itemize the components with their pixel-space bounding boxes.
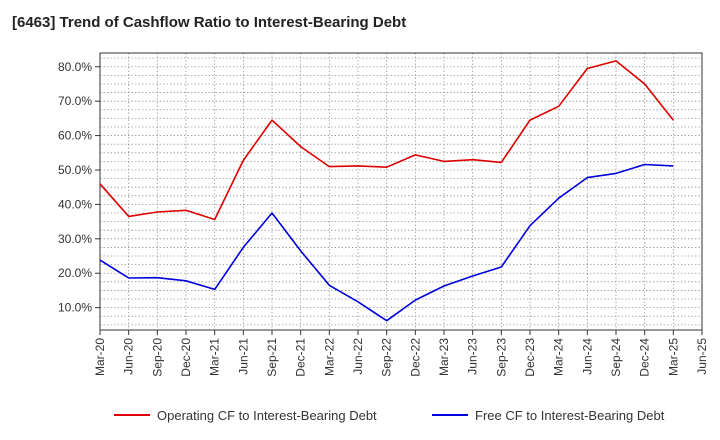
y-tick-label: 60.0% [58,129,92,143]
y-tick-label: 80.0% [58,60,92,74]
series-line-1 [99,60,674,221]
x-tick-label: Dec-24 [638,338,652,377]
legend-label-2: Free CF to Interest-Bearing Debt [475,408,665,423]
x-tick-label: Jun-23 [466,338,480,375]
x-tick-label: Dec-20 [179,338,193,377]
y-tick-label: 10.0% [58,301,92,315]
legend: Operating CF to Interest-Bearing Debt Fre… [114,408,665,423]
y-tick-label: 70.0% [58,94,92,108]
y-axis: 10.0% 20.0% 30.0% 40.0% 50.0% 60.0% 70.0% 80.0% [58,60,100,315]
x-tick-label: Mar-21 [208,338,222,376]
plot-area [99,52,703,331]
x-tick-label: Sep-20 [150,338,164,377]
x-tick-label: Jun-20 [122,338,136,375]
grid [99,53,703,330]
x-axis: Mar-20 Jun-20 Sep-20 Dec-20 Mar-21 Jun-21 Sep-… [93,330,709,377]
x-tick-label: Mar-22 [322,338,336,376]
x-tick-label: Mar-23 [437,338,451,376]
y-tick-label: 50.0% [58,163,92,177]
x-tick-label: Mar-24 [552,338,566,376]
x-tick-label: Sep-24 [609,338,623,377]
x-tick-label: Jun-25 [695,338,709,375]
series-lines [99,60,674,322]
x-tick-label: Jun-24 [580,338,594,375]
x-tick-label: Dec-21 [294,338,308,377]
series-line-2 [99,163,674,322]
legend-label-1: Operating CF to Interest-Bearing Debt [157,408,377,423]
chart-title: [6463] Trend of Cashflow Ratio to Intere… [12,14,407,31]
x-tick-label: Sep-23 [494,338,508,377]
x-tick-label: Sep-21 [265,338,279,377]
x-tick-label: Dec-22 [408,338,422,377]
x-tick-label: Jun-22 [351,338,365,375]
x-tick-label: Sep-22 [380,338,394,377]
x-tick-label: Dec-23 [523,338,537,377]
y-tick-label: 20.0% [58,266,92,280]
y-tick-label: 30.0% [58,232,92,246]
x-tick-label: Mar-25 [666,338,680,376]
x-tick-label: Jun-21 [236,338,250,375]
y-tick-label: 40.0% [58,197,92,211]
x-tick-label: Mar-20 [93,338,107,376]
